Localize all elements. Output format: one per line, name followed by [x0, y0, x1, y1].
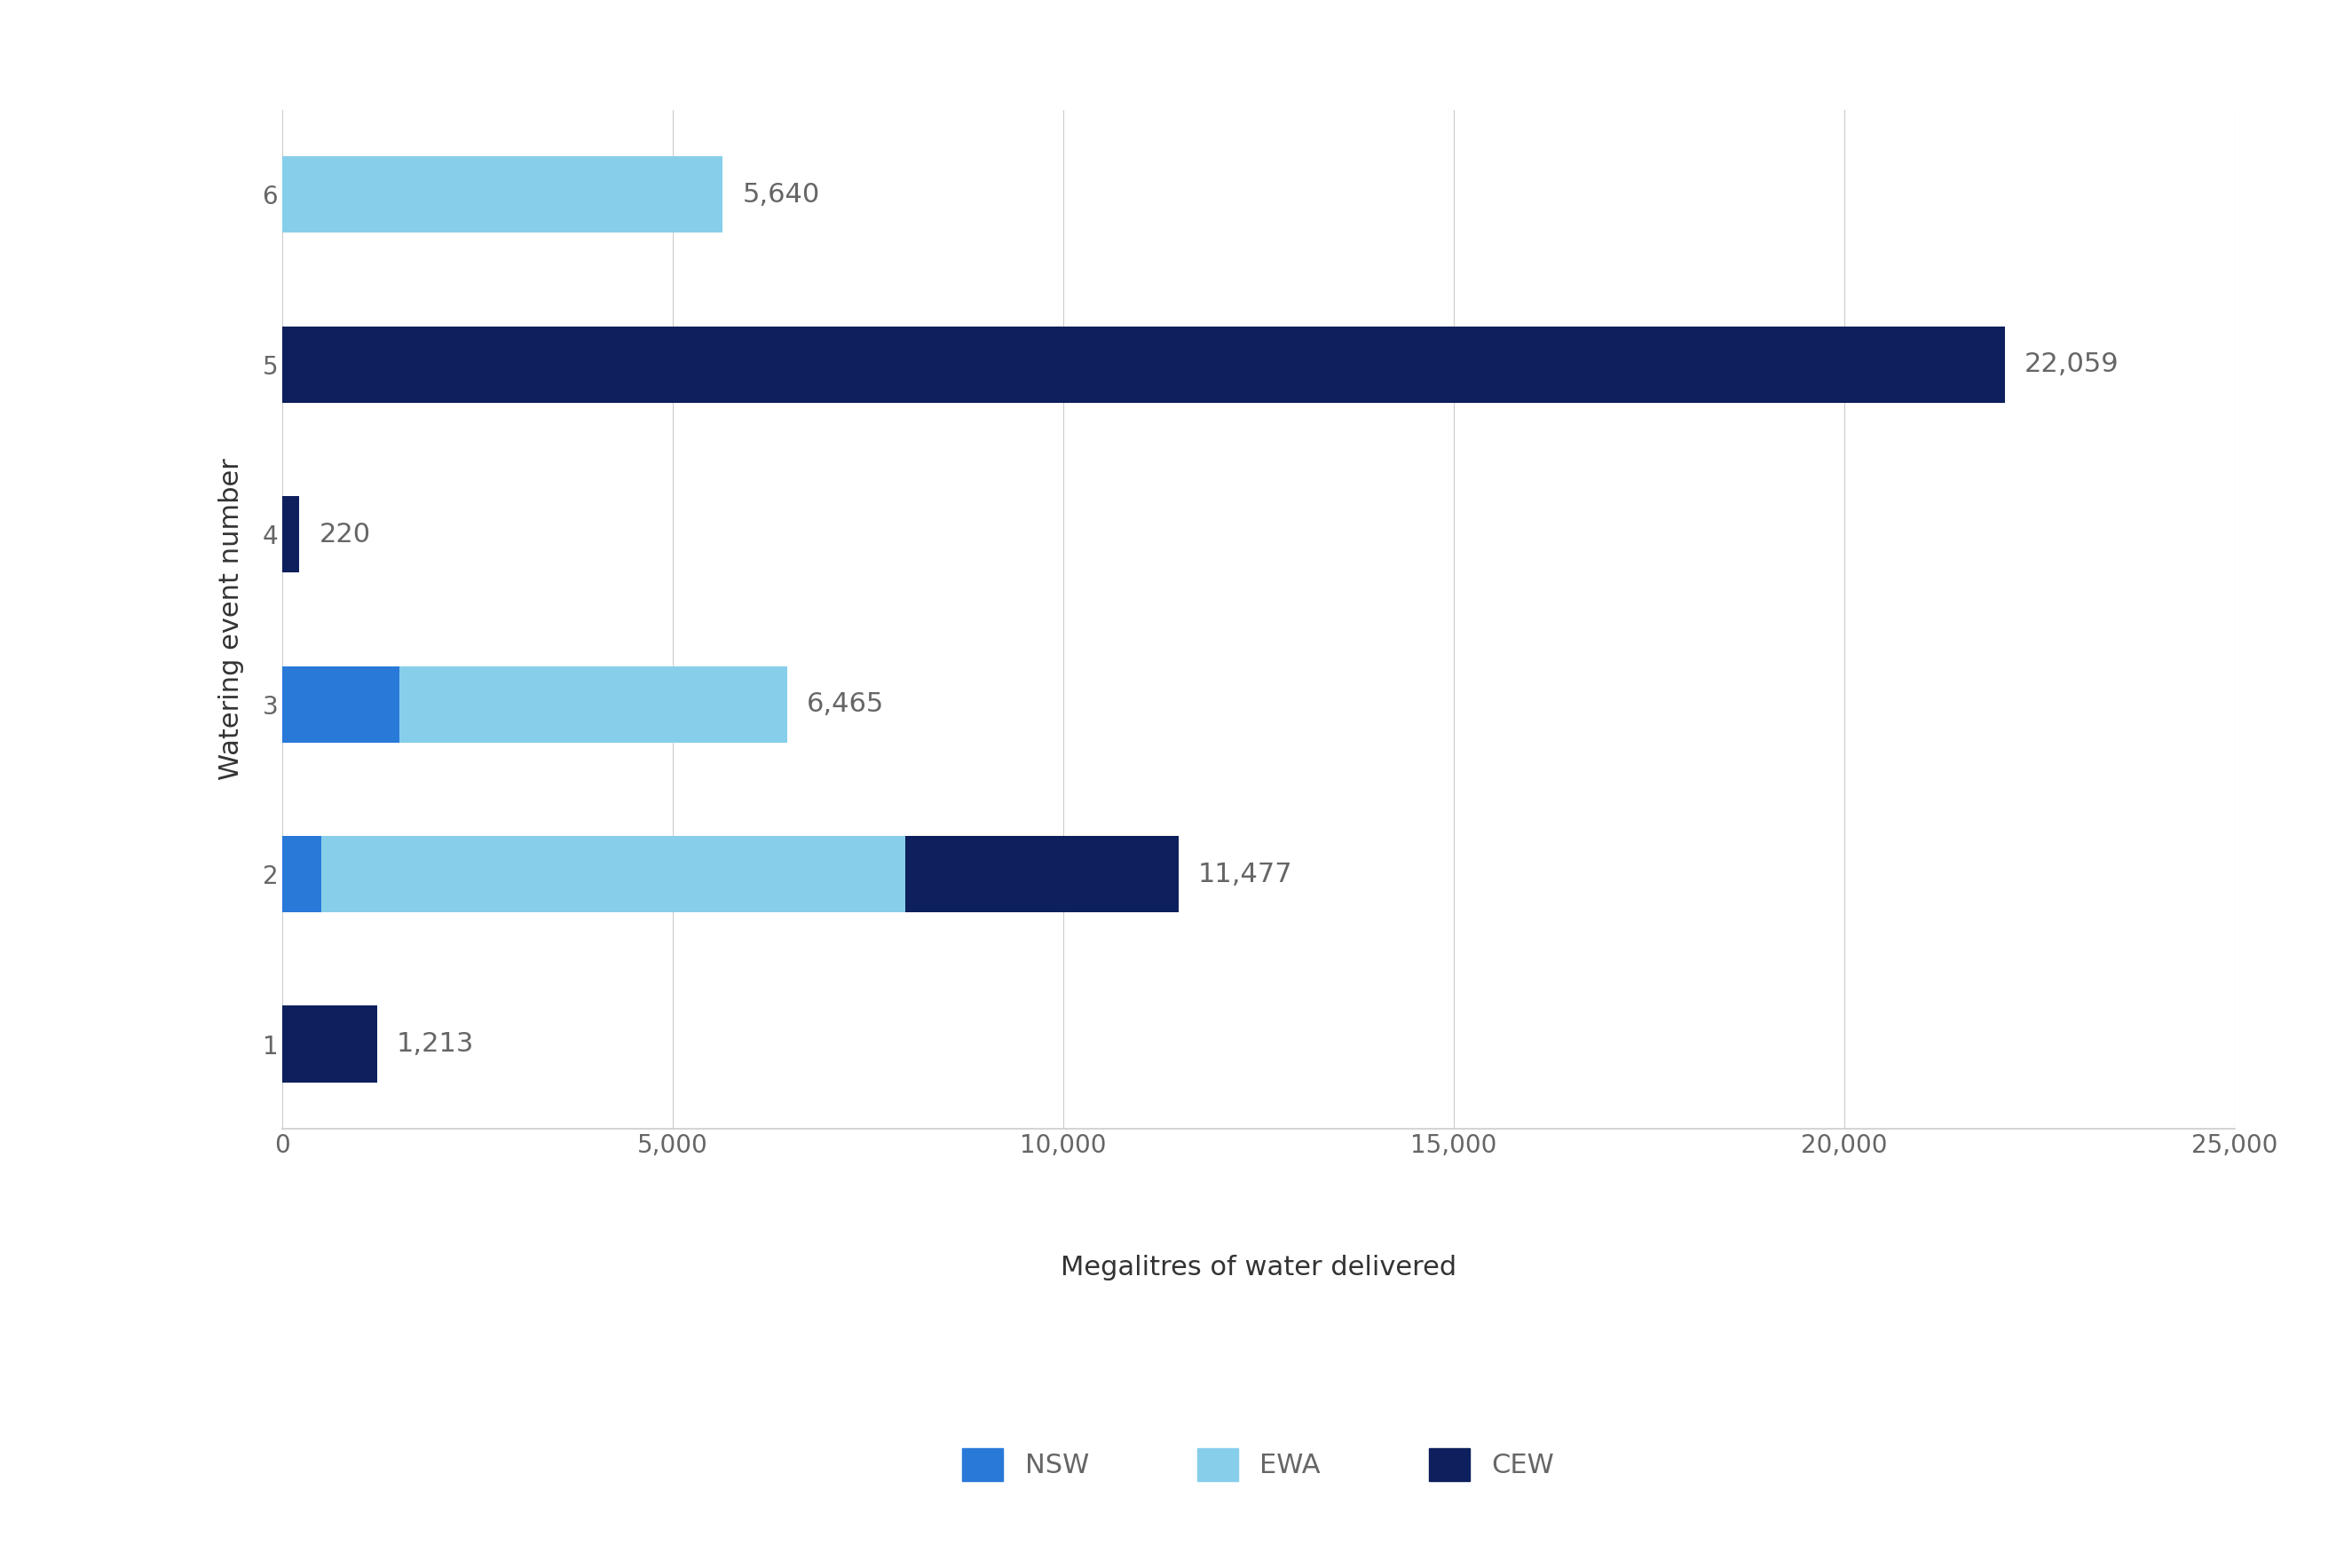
- Bar: [282, 836, 322, 913]
- Text: 6,465: 6,465: [807, 691, 884, 717]
- Bar: [906, 836, 1178, 913]
- Text: 5,640: 5,640: [743, 182, 818, 207]
- Text: Megalitres of water delivered: Megalitres of water delivered: [1061, 1254, 1456, 1279]
- Y-axis label: Watering event number: Watering event number: [219, 458, 245, 781]
- Text: 220: 220: [320, 522, 372, 547]
- Bar: [282, 666, 400, 743]
- Text: 1,213: 1,213: [397, 1032, 475, 1057]
- Bar: [322, 836, 906, 913]
- Legend: NSW, EWA, CEW: NSW, EWA, CEW: [953, 1436, 1564, 1491]
- Bar: [282, 1005, 376, 1082]
- Bar: [400, 666, 788, 743]
- Text: 11,477: 11,477: [1197, 861, 1294, 887]
- Bar: [282, 157, 722, 234]
- Bar: [282, 326, 2004, 403]
- Bar: [282, 495, 299, 572]
- Text: 22,059: 22,059: [2025, 351, 2119, 378]
